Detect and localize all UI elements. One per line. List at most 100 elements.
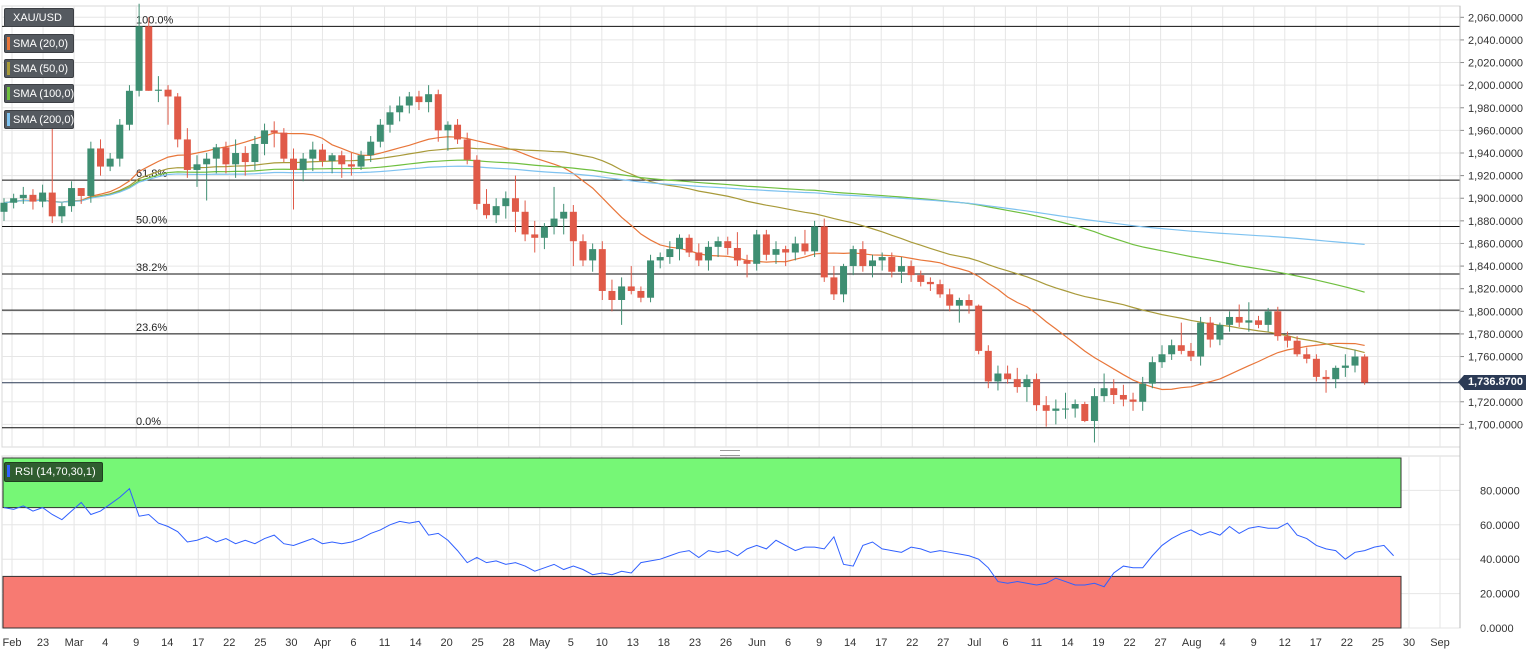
price-tick-label: 1,920.0000 — [1468, 171, 1523, 183]
candle-body-up — [261, 130, 269, 144]
candle-body-down — [48, 192, 56, 217]
candle-body-up — [753, 234, 761, 264]
x-tick-label: 17 — [192, 637, 204, 649]
x-tick-label: 20 — [440, 637, 452, 649]
candle-body-up — [994, 373, 1002, 382]
candle-body-down — [627, 286, 635, 291]
candle-body-down — [164, 89, 172, 97]
sma-50-line — [3, 147, 1365, 354]
candle-body-down — [1293, 340, 1301, 355]
x-tick-label: 28 — [503, 637, 515, 649]
candle-body-down — [569, 211, 577, 242]
last-price-text: 1,736.8700 — [1467, 376, 1523, 388]
candle-body-down — [926, 281, 934, 285]
price-tick-label: 2,060.0000 — [1468, 12, 1523, 24]
candle-body-down — [521, 211, 529, 235]
indicator-sma100[interactable]: SMA (100,0) — [4, 84, 74, 103]
candle-body-down — [1013, 379, 1021, 388]
x-tick-label: 11 — [1031, 637, 1042, 649]
indicator-sma200[interactable]: SMA (200,0) — [4, 110, 74, 129]
x-tick-label: 14 — [161, 637, 173, 649]
price-tick-label: 1,700.0000 — [1468, 419, 1523, 431]
x-tick-label: 27 — [1154, 637, 1166, 649]
symbol-label[interactable]: XAU/USD — [4, 8, 74, 27]
rsi-swatch — [7, 465, 10, 477]
candle-body-up — [1197, 322, 1205, 357]
candle-body-down — [1177, 345, 1185, 351]
candle-body-down — [1303, 354, 1311, 359]
indicator-sma20[interactable]: SMA (20,0) — [4, 34, 74, 53]
candle-body-down — [907, 266, 915, 276]
candle-body-up — [425, 94, 433, 103]
sma20-label: SMA (20,0) — [13, 38, 69, 50]
candle-body-down — [77, 188, 85, 196]
price-tick-label: 1,900.0000 — [1468, 193, 1523, 205]
candle-body-up — [68, 188, 76, 207]
candle-body-down — [1361, 356, 1369, 383]
candle-body-up — [232, 153, 240, 165]
sma-100-line — [3, 159, 1365, 293]
candle-body-up — [1148, 362, 1156, 384]
rsi-label[interactable]: RSI (14,70,30,1) — [4, 462, 103, 482]
x-tick-label: 11 — [379, 637, 390, 649]
candle-body-down — [830, 277, 838, 295]
x-tick-label: 22 — [906, 637, 918, 649]
candle-body-down — [1033, 379, 1041, 406]
candle-body-down — [888, 257, 896, 272]
x-tick-label: 22 — [223, 637, 235, 649]
candle-body-up — [878, 257, 886, 261]
x-tick-label: 5 — [568, 637, 574, 649]
x-tick-label: 13 — [627, 637, 639, 649]
x-tick-label: 17 — [1310, 637, 1322, 649]
candle-body-down — [270, 130, 278, 133]
candle-body-down — [1110, 388, 1118, 395]
rsi-tick-label: 60.0000 — [1480, 520, 1520, 532]
indicator-sma50[interactable]: SMA (50,0) — [4, 59, 74, 78]
candle-body-up — [135, 26, 143, 91]
candle-body-down — [782, 249, 790, 253]
x-tick-label: 27 — [937, 637, 949, 649]
candle-body-up — [212, 147, 220, 159]
x-tick-label: Jul — [967, 637, 981, 649]
rsi-tick-label: 80.0000 — [1480, 485, 1520, 497]
x-tick-label: May — [529, 637, 550, 649]
candle-body-down — [222, 147, 230, 165]
candle-body-down — [975, 305, 983, 351]
candle-body-down — [743, 260, 751, 264]
candle-body-up — [405, 96, 413, 106]
price-tick-label: 1,960.0000 — [1468, 125, 1523, 137]
x-tick-label: 23 — [37, 637, 49, 649]
price-tick-label: 1,980.0000 — [1468, 103, 1523, 115]
candle-body-up — [1062, 408, 1069, 410]
rsi-line — [3, 487, 1394, 588]
candle-body-up — [869, 260, 876, 267]
candle-body-down — [347, 164, 355, 167]
candle-body-up — [1023, 379, 1031, 388]
candle-body-down — [338, 155, 346, 165]
x-tick-label: 30 — [285, 637, 297, 649]
candle-body-up — [1351, 356, 1359, 366]
sma200-swatch — [7, 113, 10, 126]
candle-body-down — [984, 350, 992, 382]
x-tick-label: 14 — [409, 637, 421, 649]
candle-body-up — [1090, 396, 1098, 421]
x-tick-label: 10 — [596, 637, 608, 649]
fib-label: 0.0% — [136, 416, 161, 428]
x-tick-label: 9 — [1251, 637, 1257, 649]
candle-body-down — [1322, 376, 1330, 380]
candle-body-up — [203, 158, 211, 165]
candle-body-up — [125, 90, 133, 125]
x-tick-label: 18 — [658, 637, 670, 649]
candle-body-down — [1274, 311, 1282, 337]
candle-body-down — [511, 198, 519, 212]
candle-body-up — [1158, 354, 1166, 363]
candle-body-up — [840, 266, 848, 295]
x-tick-label: 25 — [254, 637, 266, 649]
pane-resize-handle[interactable] — [720, 450, 740, 456]
x-tick-label: 14 — [1061, 637, 1073, 649]
x-tick-label: 6 — [1002, 637, 1008, 649]
sma50-swatch — [7, 62, 10, 75]
candle-body-up — [0, 202, 8, 212]
x-tick-label: 19 — [1092, 637, 1104, 649]
